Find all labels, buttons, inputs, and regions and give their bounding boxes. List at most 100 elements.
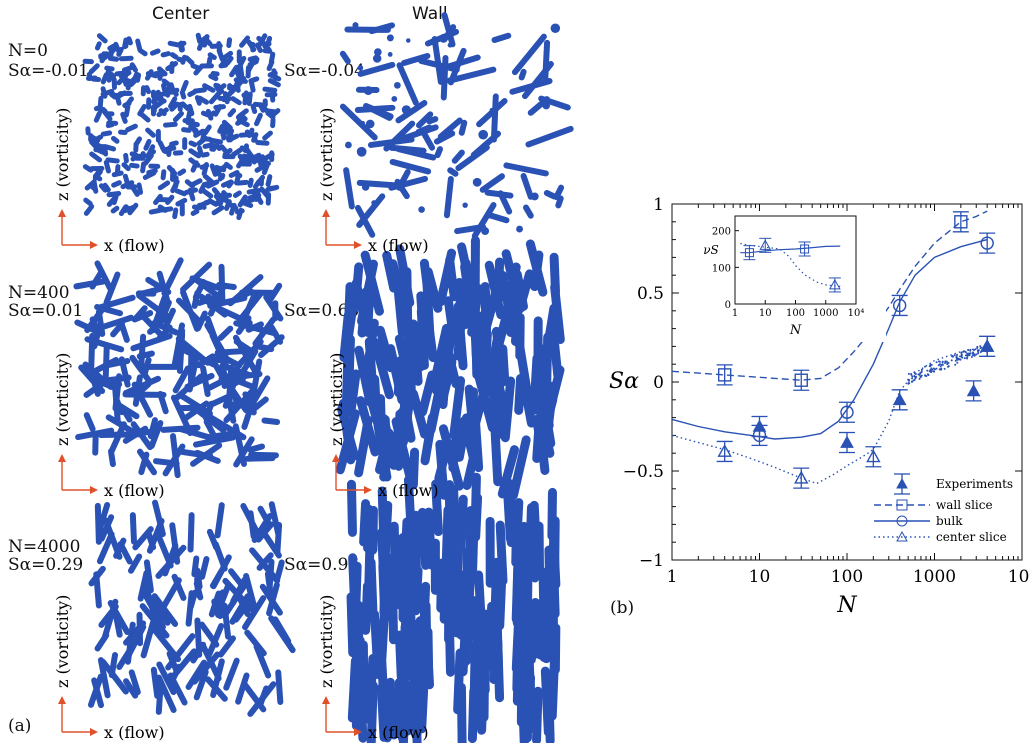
z-arrow-head: [58, 209, 66, 217]
noise-point: [941, 360, 944, 363]
rod: [226, 133, 240, 143]
rod: [391, 124, 439, 145]
noise-point: [941, 363, 944, 366]
rod: [493, 636, 505, 703]
rod: [268, 51, 276, 65]
rod: [237, 194, 248, 208]
rod: [274, 559, 285, 583]
rod: [122, 173, 131, 187]
rod: [196, 145, 204, 155]
rod: [114, 70, 126, 77]
rod: [214, 347, 250, 356]
rod: [234, 76, 247, 86]
rod: [495, 520, 508, 586]
rod: [389, 521, 400, 585]
rod: [172, 207, 179, 220]
rod: [236, 117, 250, 128]
rod: [346, 479, 357, 537]
noise-point: [956, 361, 959, 364]
noise-point: [925, 374, 928, 377]
rod: [137, 569, 150, 602]
rod: [225, 394, 237, 424]
rod: [419, 127, 436, 151]
rod: [165, 61, 179, 72]
rod: [169, 140, 179, 147]
noise-point: [955, 356, 958, 359]
x-arrow-head: [90, 241, 98, 249]
noise-point: [933, 368, 936, 371]
rod: [202, 142, 212, 149]
rod: [265, 174, 273, 187]
rod: [115, 402, 140, 420]
rod: [375, 325, 396, 373]
rod-end-dot: [406, 38, 411, 43]
rod: [185, 659, 208, 690]
rod: [219, 144, 228, 154]
rod: [382, 250, 399, 293]
rod: [486, 212, 510, 224]
rod: [200, 110, 211, 118]
rod: [143, 559, 154, 594]
rod-end-dot: [472, 177, 482, 187]
rod: [75, 427, 115, 441]
rod: [204, 315, 221, 349]
noise-point: [917, 373, 920, 376]
rod: [262, 130, 273, 141]
noise-point: [911, 380, 913, 383]
noise-point: [911, 377, 914, 380]
rod: [117, 540, 133, 565]
rod: [94, 632, 110, 652]
rod: [100, 658, 129, 695]
rod: [142, 153, 154, 166]
noise-point: [970, 356, 973, 359]
legend-label: bulk: [936, 514, 963, 528]
rod: [470, 472, 481, 538]
rod: [97, 657, 111, 699]
rod: [137, 48, 148, 57]
rod: [217, 589, 226, 620]
rod: [162, 307, 176, 331]
rod: [153, 193, 163, 206]
rod: [195, 32, 203, 44]
noise-point: [963, 357, 966, 360]
rod-end-dot: [357, 65, 364, 71]
rod: [111, 180, 122, 188]
rod: [248, 451, 279, 459]
rod: [235, 672, 250, 705]
x-arrow-head: [90, 486, 98, 494]
rod: [122, 375, 162, 397]
rod: [247, 443, 266, 453]
rod: [253, 343, 275, 353]
rod: [395, 99, 428, 124]
rod: [518, 68, 527, 81]
rod: [210, 71, 220, 77]
rod: [230, 96, 242, 106]
rod: [188, 157, 201, 168]
rod: [184, 55, 195, 66]
rod: [547, 655, 559, 721]
noise-point: [987, 343, 990, 346]
rod: [217, 172, 226, 182]
rod: [486, 329, 503, 376]
rod: [506, 479, 516, 548]
data-marker: [752, 419, 767, 432]
data-marker: [966, 383, 981, 397]
rod: [191, 555, 200, 578]
rod: [236, 207, 244, 221]
noise-point: [920, 368, 923, 371]
rod: [393, 356, 405, 398]
rod: [346, 369, 361, 417]
noise-point: [924, 365, 927, 368]
x-flow-label: x (flow): [368, 723, 429, 742]
rod: [149, 48, 161, 56]
rod: [490, 93, 499, 143]
rod: [481, 288, 492, 339]
legend-marker: [896, 515, 908, 527]
rod: [213, 104, 226, 110]
rod: [100, 130, 113, 137]
rod: [420, 634, 432, 690]
inset-marker: [759, 239, 772, 250]
y-tick-label: −1: [639, 551, 664, 571]
rod: [396, 62, 419, 106]
noise-point: [907, 372, 910, 375]
